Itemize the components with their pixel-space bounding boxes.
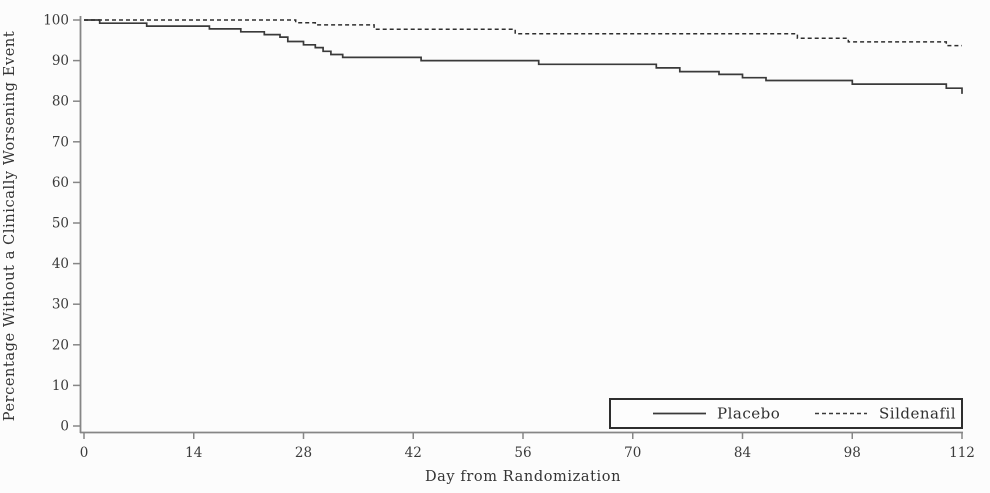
- y-tick-label: 90: [52, 53, 69, 69]
- y-tick-label: 70: [52, 134, 69, 150]
- x-tick-label: 56: [514, 445, 531, 461]
- survival-curves: [84, 19, 963, 94]
- y-tick-label: 10: [52, 378, 69, 394]
- y-tick-label: 0: [60, 419, 69, 435]
- axes: 0 10 20 30 40 50 60 70 80 90 100 0 14 28 42 56 70 84 98 112: [43, 13, 975, 462]
- x-tick-label: 70: [624, 445, 641, 461]
- legend: Placebo Sildenafil: [609, 398, 963, 429]
- x-tick-label: 112: [949, 445, 975, 461]
- y-tick-label: 30: [52, 297, 69, 313]
- y-tick-label: 60: [52, 175, 69, 191]
- x-tick-label: 0: [80, 445, 89, 461]
- x-tick-label: 42: [405, 445, 422, 461]
- legend-label-sildenafil: Sildenafil: [879, 405, 956, 423]
- x-tick-label: 14: [185, 445, 202, 461]
- y-axis-title: Percentage Without a Clinically Worsenin…: [2, 31, 18, 422]
- y-tick-label: 50: [52, 216, 69, 232]
- y-tick-label: 20: [52, 337, 69, 353]
- x-axis-title: Day from Randomization: [425, 469, 621, 485]
- y-tick-label: 80: [52, 94, 69, 110]
- x-tick-label: 84: [734, 445, 751, 461]
- series-placebo-curve: [84, 19, 963, 94]
- y-tick-label: 40: [52, 256, 69, 272]
- x-tick-label: 98: [844, 445, 861, 461]
- legend-label-placebo: Placebo: [717, 405, 780, 423]
- y-tick-label: 100: [43, 13, 69, 29]
- series-sildenafil-curve: [84, 19, 962, 47]
- x-tick-label: 28: [295, 445, 312, 461]
